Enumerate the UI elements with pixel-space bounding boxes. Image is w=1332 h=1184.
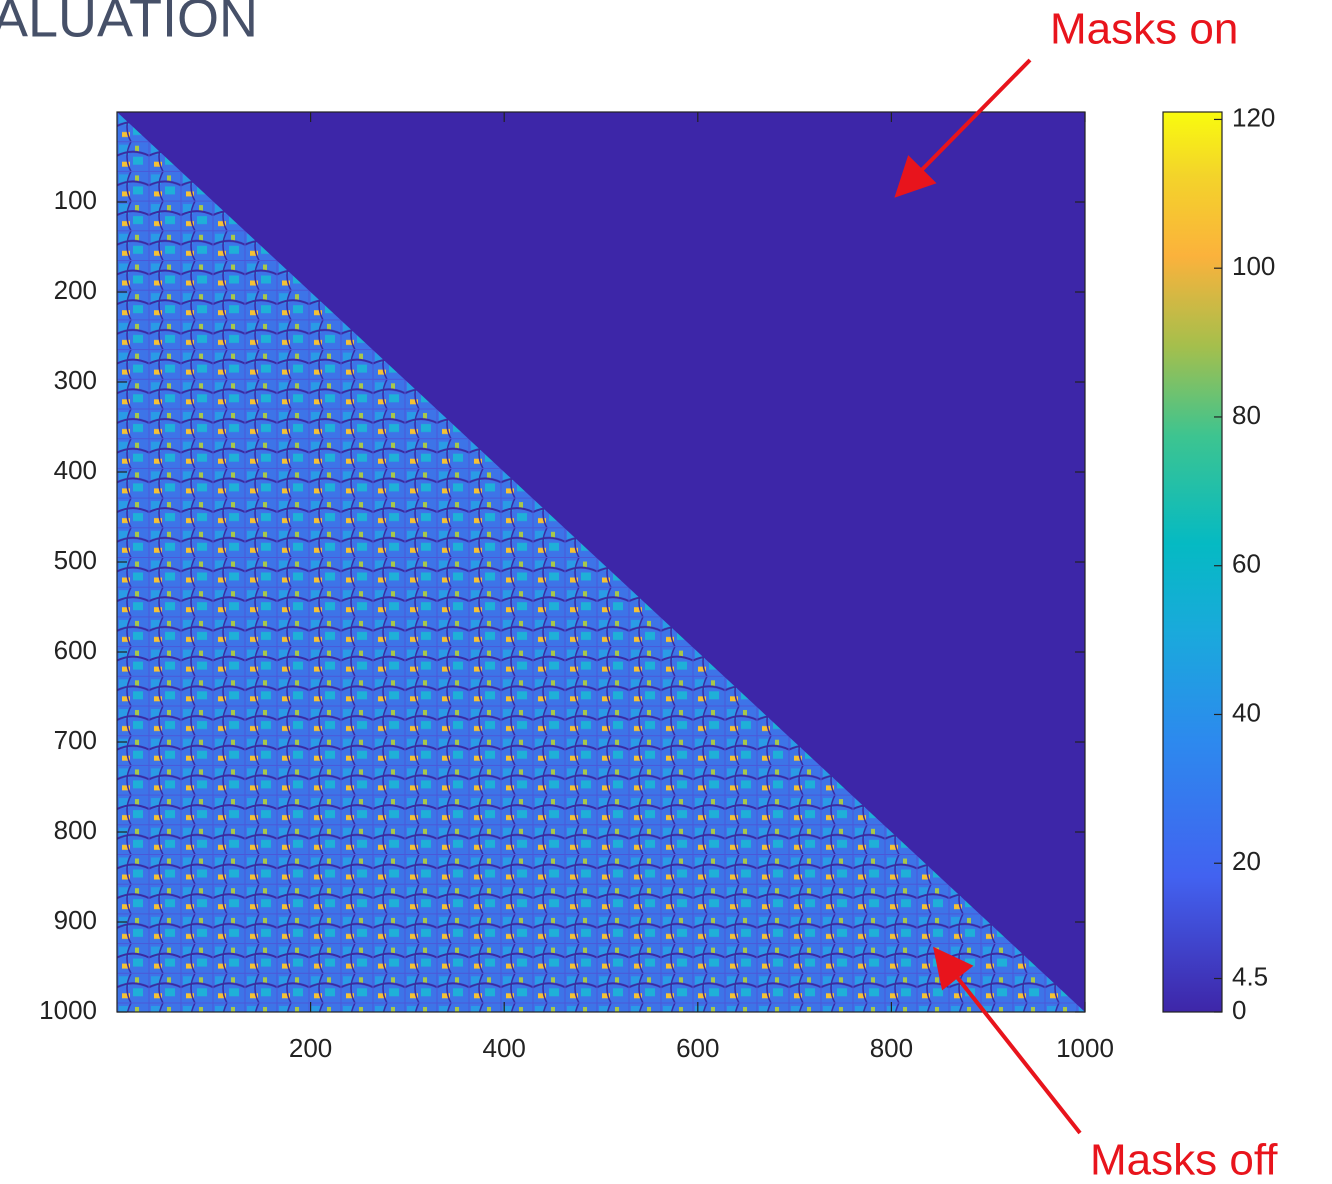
annotation: Masks off	[1090, 1136, 1278, 1184]
colorbar-tick-label: 4.5	[1232, 961, 1268, 991]
y-tick-label: 300	[54, 365, 97, 395]
y-tick-label: 900	[54, 905, 97, 935]
annotation: Masks on	[1050, 5, 1238, 54]
slide: ALUATION Masks on Masks off 200400600800…	[0, 0, 1332, 1184]
y-tick-label: 600	[54, 635, 97, 665]
slide-title: ALUATION	[0, 0, 258, 48]
x-tick-label: 600	[676, 1033, 719, 1063]
x-tick-label: 400	[483, 1033, 526, 1063]
colorbar-tick-label: 60	[1232, 549, 1261, 579]
heatmap	[117, 112, 1085, 1012]
colorbar-tick-label: 40	[1232, 697, 1261, 727]
y-tick-label: 100	[54, 185, 97, 215]
colorbar-tick-label: 120	[1232, 102, 1275, 132]
colorbar	[1163, 112, 1222, 1012]
colorbar-tick-label: 0	[1232, 995, 1246, 1025]
x-tick-label: 1000	[1056, 1033, 1114, 1063]
x-tick-label: 200	[289, 1033, 332, 1063]
colorbar-tick-label: 100	[1232, 251, 1275, 281]
colorbar-tick-label: 20	[1232, 846, 1261, 876]
x-tick-label: 800	[870, 1033, 913, 1063]
y-tick-label: 400	[54, 455, 97, 485]
y-tick-label: 500	[54, 545, 97, 575]
colorbar-tick-label: 80	[1232, 400, 1261, 430]
y-tick-label: 700	[54, 725, 97, 755]
y-tick-label: 800	[54, 815, 97, 845]
y-tick-label: 1000	[39, 995, 97, 1025]
y-tick-label: 200	[54, 275, 97, 305]
